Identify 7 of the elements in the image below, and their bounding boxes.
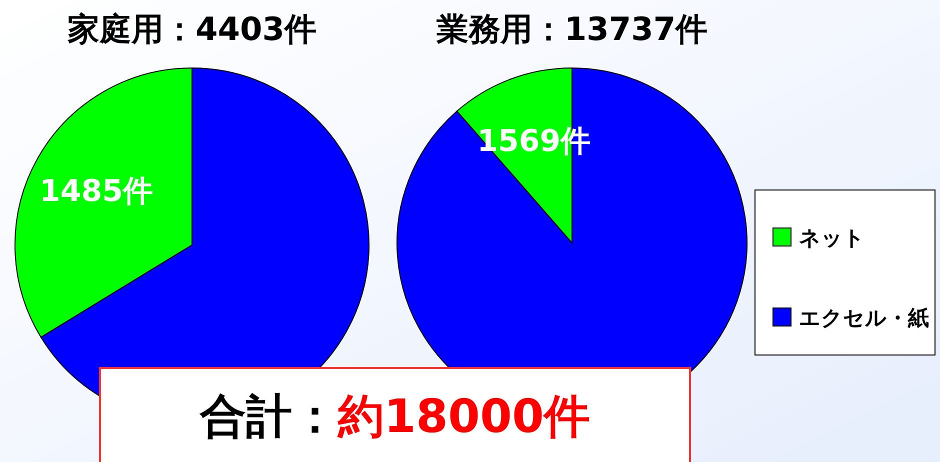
text: 約18000件 [336, 389, 590, 443]
data-label: 1485件 [40, 174, 154, 209]
text: 合計： [198, 389, 338, 443]
legend-label: ネット [799, 226, 865, 250]
slice-label: 家庭用：4403件 [67, 10, 317, 48]
legend-label: エクセル・紙 [799, 306, 929, 330]
slice-label: 業務用：13737件 [435, 10, 708, 48]
